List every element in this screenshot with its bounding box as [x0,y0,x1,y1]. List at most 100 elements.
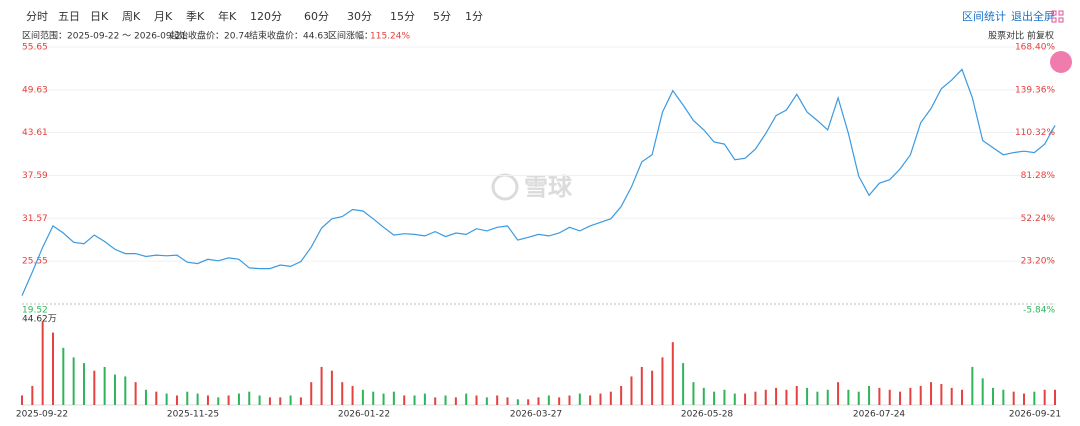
period-tab[interactable]: 周K [122,10,141,23]
x-tick-label: 2026-01-22 [338,410,390,420]
volume-bar [775,387,778,405]
volume-bar [527,399,530,405]
volume-bar [403,395,406,405]
y2-tick-label: 52.24% [1021,214,1056,224]
volume-bar [785,389,788,405]
volume-bar [113,374,116,405]
y2-tick-label: 23.20% [1021,257,1056,267]
period-tab[interactable]: 季K [186,10,205,23]
volume-bar [620,385,623,405]
volume-bar [847,389,850,405]
volume-bar [165,393,168,405]
volume-bar [268,397,271,405]
volume-bar [537,397,540,405]
volume-bar [878,387,881,405]
volume-bar [93,370,96,405]
volume-bar [888,389,891,405]
volume-bar [578,393,581,405]
volume-bar [72,357,75,405]
volume-bar [1023,393,1026,405]
volume-bar [124,376,127,405]
info-change-label: 区间涨幅： [328,30,373,42]
volume-bar [289,395,292,405]
volume-bar [899,391,902,405]
volume-bar [1012,391,1015,405]
x-tick-label: 2025-11-25 [167,410,219,420]
volume-bar [475,395,478,405]
volume-bar [341,382,344,405]
volume-bar [21,395,23,405]
y2-tick-label: 168.40% [1015,43,1055,53]
info-right: 股票对比 前复权 [988,30,1054,42]
y-tick-label: 25.55 [22,257,48,267]
range-stats[interactable]: 区间统计 [962,10,1006,23]
volume-bar [723,389,726,405]
period-tab[interactable]: 5分 [433,10,451,23]
period-tab[interactable]: 五日 [58,10,80,23]
y-tick-label: 55.65 [22,43,48,53]
period-tab[interactable]: 年K [218,9,237,23]
volume-bar [496,395,499,405]
y-tick-label: 31.57 [22,214,48,224]
volume-bar [413,395,416,405]
volume-bar [558,397,561,405]
volume-bar [227,395,230,405]
grid-icon[interactable] [1051,10,1064,23]
period-tab[interactable]: 15分 [390,10,415,23]
volume-bar [382,393,385,405]
volume-bar [837,382,840,405]
volume-bar [1033,391,1036,405]
period-tab[interactable]: 60分 [304,10,329,23]
float-icon[interactable] [1050,51,1072,73]
period-tab[interactable]: 月K [154,10,173,23]
info-change-value: 115.24% [370,32,410,42]
volume-bar [630,376,633,405]
volume-bar [609,391,612,405]
volume-bar [258,395,261,405]
volume-bar [930,382,933,405]
volume-bar [692,382,695,405]
period-tab[interactable]: 分时 [26,10,48,23]
y-tick-label: 43.61 [22,128,48,138]
volume-bar [186,391,189,405]
volume-bar [568,395,571,405]
volume-bar [372,391,375,405]
volume-bar [351,385,354,405]
volume-bar [992,387,995,405]
volume-bar [599,393,602,405]
period-tab[interactable]: 120分 [250,10,282,23]
volume-tick-label: 44.62万 [22,315,57,325]
volume-bar [661,357,664,405]
volume-bar [310,382,313,405]
volume-bar [754,391,757,405]
y2-tick-label: 110.32% [1015,128,1055,138]
y2-tick-label: 81.28% [1021,171,1056,181]
x-tick-label: 2026-05-28 [681,410,734,420]
volume-bar [961,389,964,405]
y2-tick-label: -5.84% [1023,306,1055,316]
volume-bar [444,395,447,405]
volume-bar [155,391,158,405]
price-line [21,68,1056,296]
period-tab[interactable]: 日K [90,10,109,23]
volume-bar [196,393,199,405]
volume-bar [299,397,302,405]
exit-fullscreen[interactable]: 退出全屏 [1011,9,1055,23]
volume-bar [279,397,282,405]
period-tab[interactable]: 1分 [465,10,483,23]
volume-bar [361,389,364,405]
volume-bar [764,389,767,405]
volume-bar [248,391,251,405]
svg-text:雪球: 雪球 [524,173,573,201]
x-tick-label: 2026-09-21 [1009,410,1061,420]
x-tick-label: 2026-03-27 [510,410,562,420]
volume-bar [485,397,488,405]
volume-bar [103,366,106,405]
volume-bar [795,385,798,405]
volume-bar [51,332,54,405]
x-tick-label: 2026-07-24 [853,410,906,420]
volume-bar [465,393,468,405]
volume-bar [919,385,922,405]
period-tab[interactable]: 30分 [347,10,372,23]
